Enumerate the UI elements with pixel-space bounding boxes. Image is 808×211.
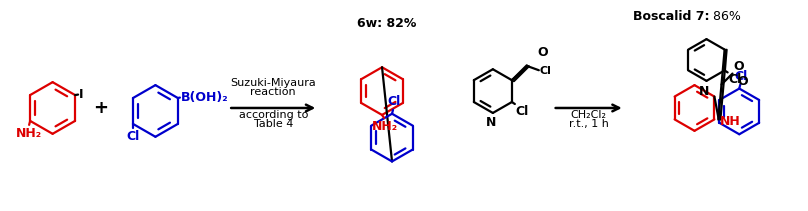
Text: I: I — [79, 88, 83, 101]
Text: according to: according to — [238, 110, 308, 120]
Text: N: N — [699, 85, 709, 98]
Text: B(OH)₂: B(OH)₂ — [181, 91, 229, 104]
Text: NH: NH — [719, 115, 740, 128]
Text: NH₂: NH₂ — [16, 127, 42, 140]
Text: CH₂Cl₂: CH₂Cl₂ — [570, 110, 607, 120]
Text: Cl: Cl — [729, 73, 742, 87]
Text: Cl: Cl — [387, 95, 401, 108]
Text: reaction: reaction — [250, 87, 296, 97]
Text: 6w: 82%: 6w: 82% — [357, 17, 417, 30]
Text: N: N — [486, 116, 496, 129]
Text: 86%: 86% — [709, 10, 742, 23]
Text: r.t., 1 h: r.t., 1 h — [569, 119, 608, 129]
Text: Cl: Cl — [126, 130, 140, 143]
Text: NH₂: NH₂ — [372, 120, 398, 133]
Text: Cl: Cl — [734, 70, 748, 83]
Text: Cl: Cl — [540, 66, 552, 76]
Text: +: + — [93, 99, 108, 117]
Text: Boscalid 7:: Boscalid 7: — [633, 10, 709, 23]
Text: O: O — [734, 60, 744, 73]
Text: Suzuki-Miyaura: Suzuki-Miyaura — [230, 78, 316, 88]
Text: O: O — [738, 75, 748, 88]
Text: O: O — [538, 46, 549, 59]
Text: Table 4: Table 4 — [254, 119, 293, 129]
Text: Cl: Cl — [516, 105, 529, 118]
